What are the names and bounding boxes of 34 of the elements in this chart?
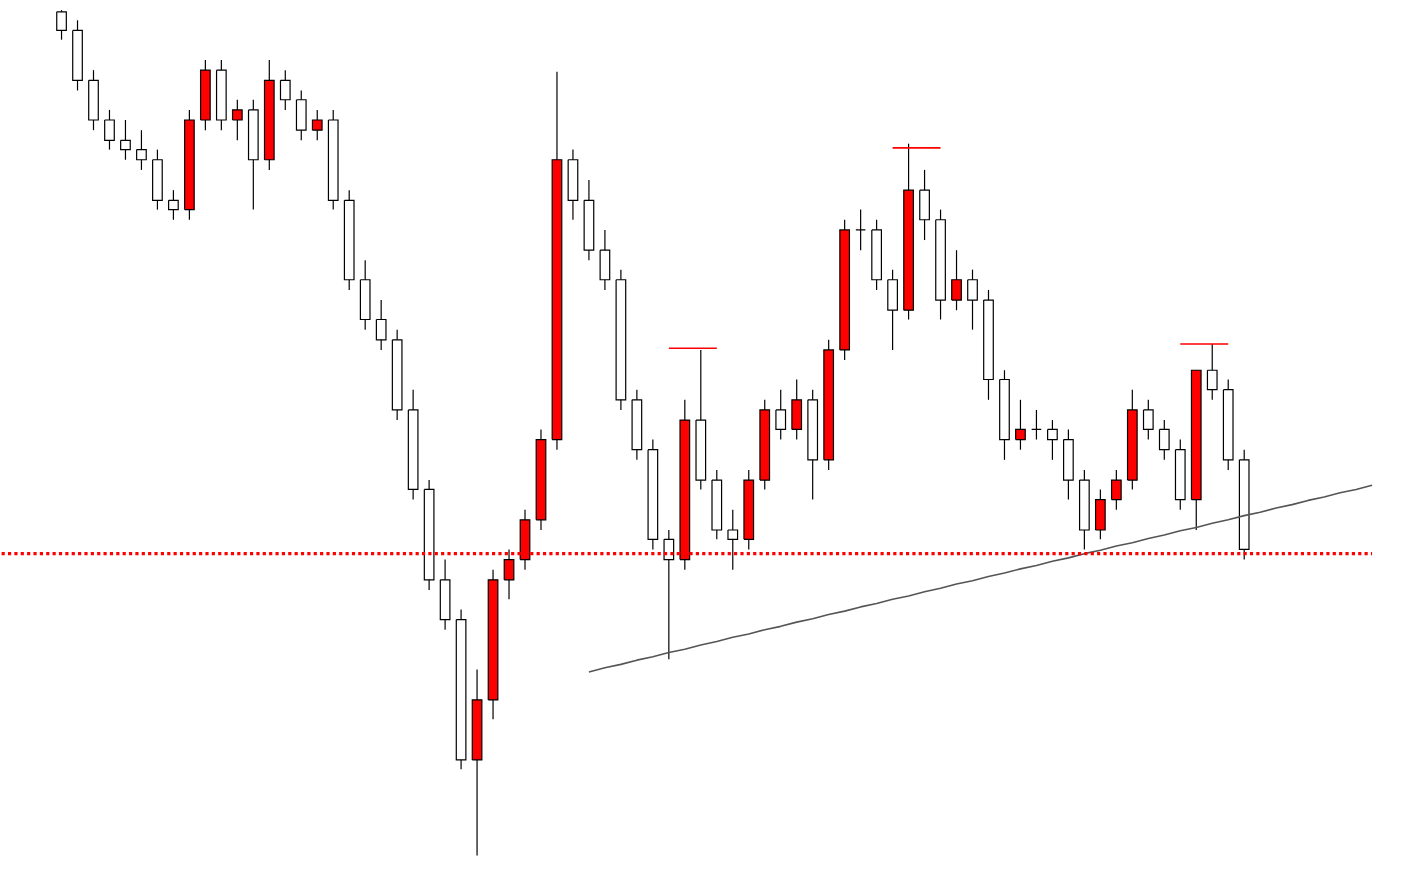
candlestick [951,250,962,312]
candlestick [967,269,978,331]
candlestick [1110,469,1122,511]
candlestick [919,169,930,242]
candlestick [663,529,675,661]
candlestick [855,209,867,252]
candlestick [295,90,307,142]
candlestick [1206,343,1218,401]
candlestick [168,190,179,221]
candlestick [727,509,739,571]
candlestick [1047,420,1058,461]
candlestick [791,379,803,441]
candlestick [136,130,147,171]
candlestick [359,260,371,331]
candlestick [375,299,387,352]
candlestick [1142,399,1154,441]
candlestick [120,119,131,161]
candlestick [152,149,163,211]
candlestick [775,389,787,441]
candlestick [1063,429,1074,501]
candlestick [1158,420,1170,461]
candlestick [1015,399,1026,451]
candlestick [56,10,67,41]
candlestick [439,559,451,631]
candlestick [599,229,611,292]
candlestick [231,99,243,142]
candlestick [1031,409,1042,441]
candlestick [887,269,898,352]
candlestick [567,149,579,221]
candlestick [1094,489,1106,541]
candlestick [279,70,291,111]
candlestick [88,70,99,132]
candlestick [311,109,323,142]
candlestick [104,109,115,151]
